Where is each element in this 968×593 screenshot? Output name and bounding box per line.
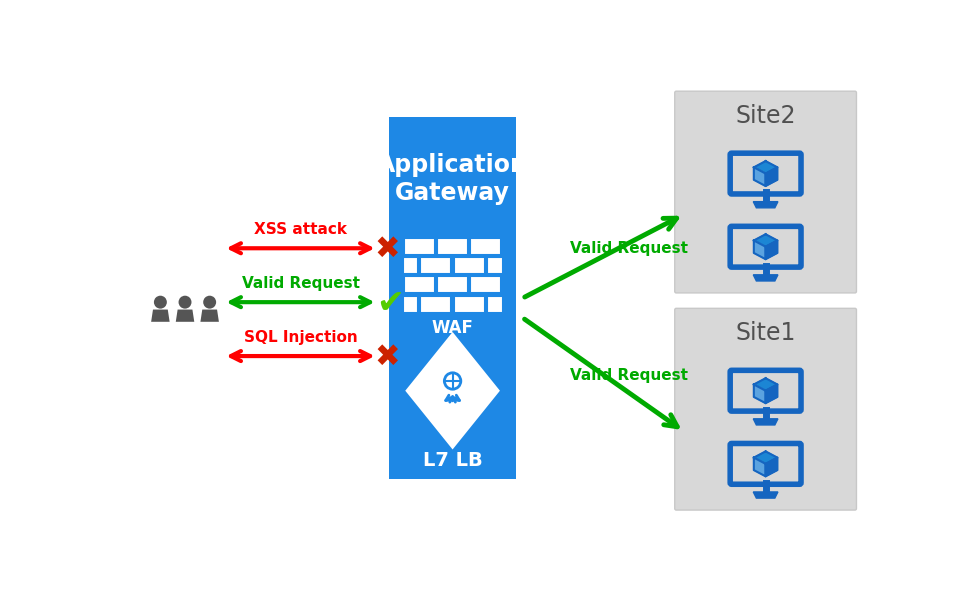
Bar	[420, 257, 451, 274]
FancyBboxPatch shape	[730, 227, 802, 267]
Polygon shape	[754, 378, 777, 391]
Polygon shape	[766, 384, 777, 403]
Bar	[438, 276, 469, 294]
Circle shape	[178, 296, 192, 308]
Polygon shape	[754, 384, 766, 403]
Text: Valid Request: Valid Request	[570, 368, 688, 383]
Text: ✖: ✖	[375, 343, 401, 372]
Polygon shape	[754, 241, 766, 259]
Text: Site1: Site1	[736, 321, 796, 345]
Bar	[487, 257, 502, 274]
FancyBboxPatch shape	[675, 91, 857, 293]
Bar	[487, 296, 502, 313]
Text: Application
Gateway: Application Gateway	[378, 153, 528, 205]
Polygon shape	[754, 234, 777, 247]
Bar	[403, 296, 418, 313]
Bar	[454, 296, 485, 313]
FancyBboxPatch shape	[675, 308, 857, 510]
Text: Valid Request: Valid Request	[242, 276, 359, 291]
Text: Valid Request: Valid Request	[570, 241, 688, 256]
Text: Site2: Site2	[736, 104, 796, 128]
Polygon shape	[753, 202, 778, 208]
Text: XSS attack: XSS attack	[254, 222, 347, 237]
Polygon shape	[200, 310, 219, 322]
Bar	[470, 238, 501, 255]
Polygon shape	[176, 310, 195, 322]
Bar	[404, 238, 435, 255]
Polygon shape	[753, 275, 778, 281]
FancyBboxPatch shape	[730, 153, 802, 194]
Polygon shape	[753, 419, 778, 425]
FancyBboxPatch shape	[737, 377, 795, 405]
Polygon shape	[754, 161, 777, 174]
Circle shape	[154, 296, 166, 308]
Bar	[403, 257, 418, 274]
Bar	[438, 238, 469, 255]
Polygon shape	[766, 241, 777, 259]
FancyBboxPatch shape	[730, 444, 802, 484]
Text: ✔: ✔	[377, 287, 405, 320]
FancyBboxPatch shape	[737, 160, 795, 188]
FancyBboxPatch shape	[730, 370, 802, 411]
FancyBboxPatch shape	[737, 449, 795, 478]
FancyBboxPatch shape	[737, 232, 795, 261]
Bar	[454, 257, 485, 274]
Text: ✖: ✖	[375, 235, 401, 264]
Text: WAF: WAF	[432, 318, 473, 337]
Polygon shape	[754, 451, 777, 464]
Polygon shape	[408, 335, 498, 446]
Polygon shape	[753, 492, 778, 498]
Bar	[389, 117, 516, 479]
Polygon shape	[766, 458, 777, 476]
Polygon shape	[766, 167, 777, 186]
Bar	[470, 276, 501, 294]
Circle shape	[203, 296, 216, 308]
Bar	[420, 296, 451, 313]
Bar	[404, 276, 435, 294]
Polygon shape	[754, 458, 766, 476]
Text: L7 LB: L7 LB	[423, 451, 482, 470]
Polygon shape	[151, 310, 169, 322]
Polygon shape	[754, 167, 766, 186]
Text: SQL Injection: SQL Injection	[244, 330, 357, 345]
